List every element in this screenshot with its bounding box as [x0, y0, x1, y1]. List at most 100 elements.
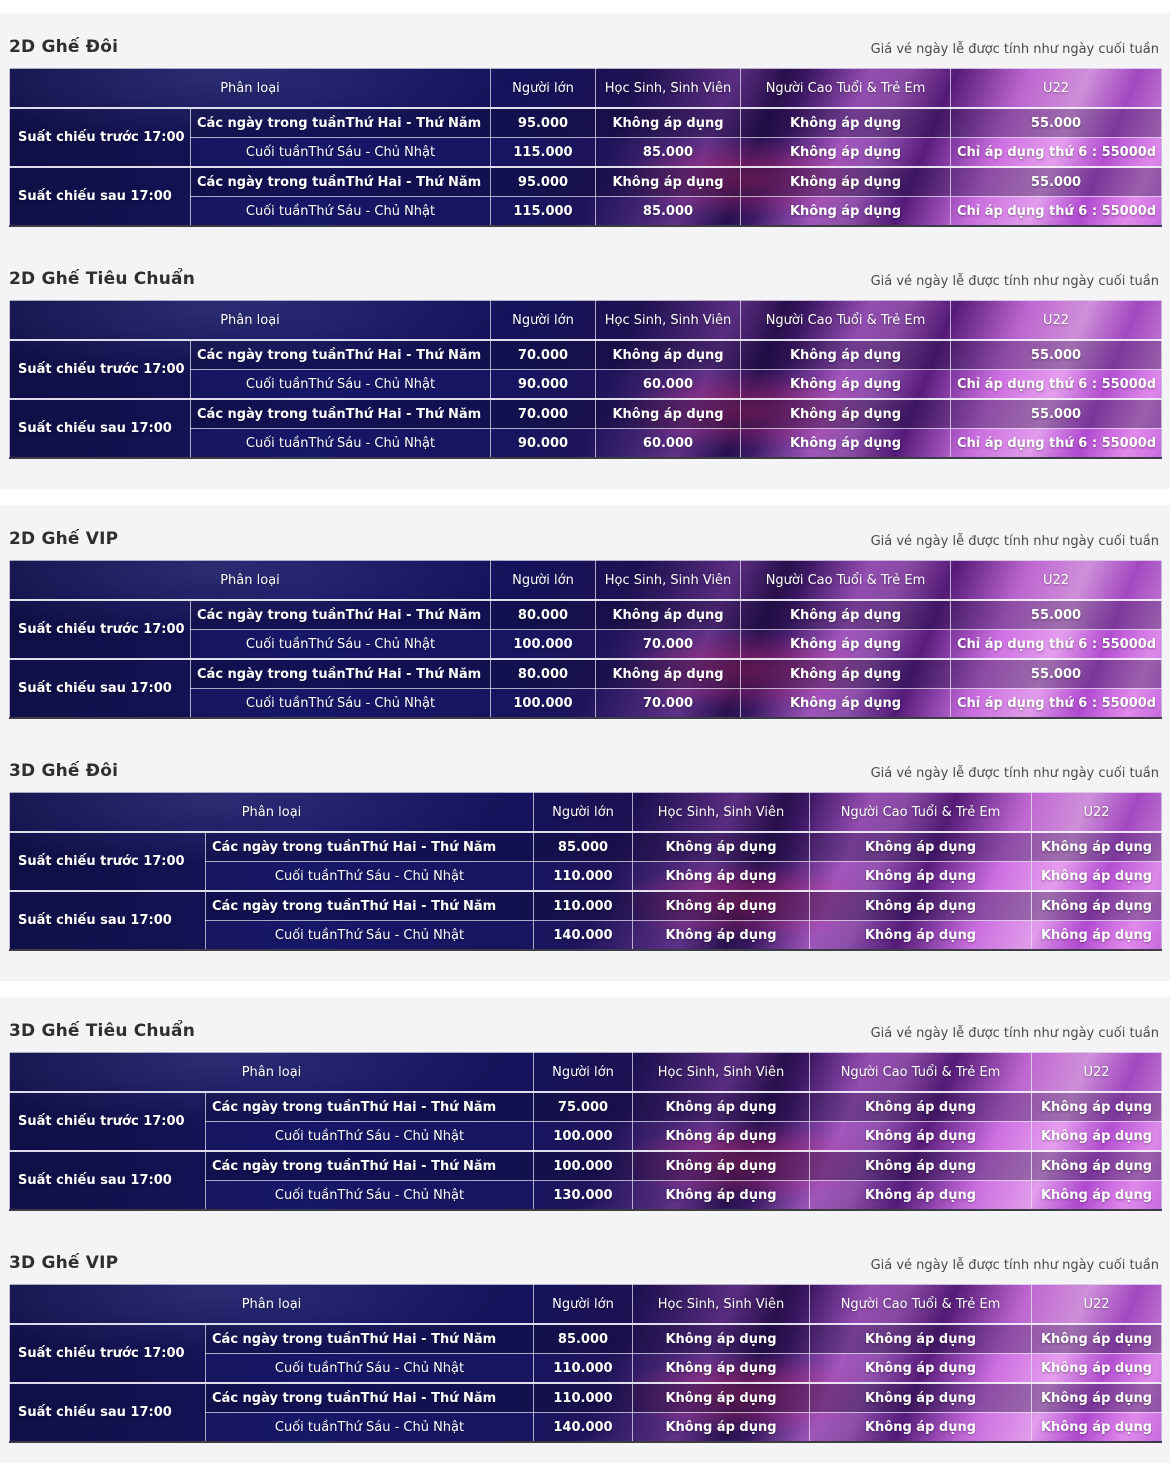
holiday-note: Giá vé ngày lễ được tính như ngày cuối t… [870, 42, 1159, 57]
price-cell: Không áp dụng [1031, 1150, 1162, 1181]
price-cell: Chỉ áp dụng thứ 6 : 55000d [950, 196, 1162, 227]
col-header-u22: U22 [950, 560, 1162, 601]
day-type-label: Các ngày trong tuầnThứ Hai - Thứ Năm [205, 1323, 534, 1354]
col-header-u22: U22 [1031, 1284, 1162, 1325]
col-header-adult: Người lớn [533, 1284, 633, 1325]
col-header-category: Phân loại [9, 792, 534, 833]
price-cell: 85.000 [533, 1323, 633, 1354]
price-cell: 75.000 [533, 1091, 633, 1122]
section-title: 3D Ghế Tiêu Chuẩn [9, 1021, 195, 1041]
price-cell: 130.000 [533, 1180, 633, 1211]
col-header-adult: Người lớn [533, 792, 633, 833]
price-cell: Không áp dụng [809, 1121, 1032, 1152]
holiday-note: Giá vé ngày lễ được tính như ngày cuối t… [870, 274, 1159, 289]
price-cell: Không áp dụng [632, 890, 810, 921]
day-type-label: Các ngày trong tuầnThứ Hai - Thứ Năm [190, 398, 491, 429]
day-type-label: Cuối tuầnThứ Sáu - Chủ Nhật [190, 629, 491, 660]
price-cell: Không áp dụng [809, 890, 1032, 921]
price-cell: 100.000 [533, 1150, 633, 1181]
price-row: Cuối tuầnThứ Sáu - Chủ Nhật 90.000 60.000 K… [10, 428, 1162, 459]
price-cell: Không áp dụng [809, 1180, 1032, 1211]
day-type-label: Cuối tuầnThứ Sáu - Chủ Nhật [205, 1121, 534, 1152]
price-cell: Không áp dụng [740, 166, 951, 197]
price-row: Cuối tuầnThứ Sáu - Chủ Nhật 115.000 85.000… [10, 137, 1162, 168]
price-row: Cuối tuầnThứ Sáu - Chủ Nhật 115.000 85.000… [10, 196, 1162, 227]
price-row: Cuối tuầnThứ Sáu - Chủ Nhật 100.000 70.000… [10, 688, 1162, 719]
price-cell: Không áp dụng [809, 1150, 1032, 1181]
price-table: Phân loại Người lớn Học Sinh, Sinh Viên … [9, 1284, 1162, 1443]
price-cell: Không áp dụng [632, 831, 810, 862]
col-header-category: Phân loại [9, 1052, 534, 1093]
price-cell: 55.000 [950, 398, 1162, 429]
price-cell: Chỉ áp dụng thứ 6 : 55000d [950, 369, 1162, 400]
col-header-student: Học Sinh, Sinh Viên [595, 68, 741, 109]
day-type-label: Cuối tuầnThứ Sáu - Chủ Nhật [205, 1180, 534, 1211]
price-cell: Không áp dụng [632, 920, 810, 951]
day-type-label: Các ngày trong tuầnThứ Hai - Thứ Năm [205, 831, 534, 862]
price-cell: Không áp dụng [632, 1150, 810, 1181]
price-cell: Không áp dụng [1031, 1091, 1162, 1122]
price-cell: Không áp dụng [740, 428, 951, 459]
price-section-3d-ghe-tieu-chuan: 3D Ghế Tiêu Chuẩn Giá vé ngày lễ được tí… [9, 1021, 1162, 1211]
col-header-u22: U22 [950, 68, 1162, 109]
table-header-row: Phân loại Người lớn Học Sinh, Sinh Viên … [9, 560, 1162, 601]
day-type-label: Cuối tuầnThứ Sáu - Chủ Nhật [205, 1353, 534, 1384]
price-cell: Không áp dụng [809, 1353, 1032, 1384]
col-header-adult: Người lớn [490, 560, 596, 601]
price-cell: 90.000 [490, 428, 596, 459]
col-header-senior-child: Người Cao Tuổi & Trẻ Em [809, 792, 1032, 833]
showtime-group-label: Suất chiếu sau 17:00 [9, 398, 191, 459]
col-header-senior-child: Người Cao Tuổi & Trẻ Em [740, 68, 951, 109]
price-cell: Không áp dụng [632, 1412, 810, 1443]
price-cell: Chỉ áp dụng thứ 6 : 55000d [950, 428, 1162, 459]
section-title: 3D Ghế VIP [9, 1253, 119, 1273]
price-cell: 110.000 [533, 861, 633, 892]
showtime-group-label: Suất chiếu sau 17:00 [9, 166, 191, 227]
price-cell: 80.000 [490, 599, 596, 630]
price-cell: 85.000 [533, 831, 633, 862]
showtime-group-label: Suất chiếu sau 17:00 [9, 890, 206, 951]
col-header-senior-child: Người Cao Tuổi & Trẻ Em [740, 300, 951, 341]
day-type-label: Cuối tuầnThứ Sáu - Chủ Nhật [205, 861, 534, 892]
price-row: Cuối tuầnThứ Sáu - Chủ Nhật 100.000 Không … [10, 1121, 1162, 1152]
price-cell: 60.000 [595, 369, 741, 400]
section-head: 2D Ghế VIP Giá vé ngày lễ được tính như … [9, 529, 1161, 549]
day-type-label: Các ngày trong tuầnThứ Hai - Thứ Năm [190, 166, 491, 197]
section-head: 3D Ghế Đôi Giá vé ngày lễ được tính như … [9, 761, 1161, 781]
col-header-senior-child: Người Cao Tuổi & Trẻ Em [809, 1052, 1032, 1093]
price-row: Suất chiếu sau 17:00 Các ngày trong tuầnT… [9, 1382, 1162, 1443]
price-row: Suất chiếu trước 17:00 Các ngày trong tuầ… [9, 1323, 1162, 1384]
price-section-3d-ghe-vip: 3D Ghế VIP Giá vé ngày lễ được tính như … [9, 1253, 1162, 1443]
col-header-u22: U22 [1031, 792, 1162, 833]
showtime-group-label: Suất chiếu trước 17:00 [9, 831, 206, 892]
table-header-row: Phân loại Người lớn Học Sinh, Sinh Viên … [9, 68, 1162, 109]
price-cell: Không áp dụng [1031, 1121, 1162, 1152]
price-cell: Không áp dụng [809, 1382, 1032, 1413]
price-cell: 140.000 [533, 920, 633, 951]
price-cell: Không áp dụng [632, 1353, 810, 1384]
price-cell: Không áp dụng [632, 1180, 810, 1211]
price-section-2d-ghe-vip: 2D Ghế VIP Giá vé ngày lễ được tính như … [9, 529, 1162, 719]
pricing-block-2: 2D Ghế VIP Giá vé ngày lễ được tính như … [0, 505, 1170, 981]
price-row: Suất chiếu trước 17:00 Các ngày trong tuầ… [9, 107, 1162, 168]
price-cell: Không áp dụng [595, 599, 741, 630]
day-type-label: Các ngày trong tuầnThứ Hai - Thứ Năm [190, 339, 491, 370]
col-header-adult: Người lớn [533, 1052, 633, 1093]
price-cell: Không áp dụng [740, 658, 951, 689]
pricing-block-3: 3D Ghế Tiêu Chuẩn Giá vé ngày lễ được tí… [0, 997, 1170, 1463]
price-cell: 110.000 [533, 1382, 633, 1413]
day-type-label: Cuối tuầnThứ Sáu - Chủ Nhật [190, 137, 491, 168]
section-title: 2D Ghế Tiêu Chuẩn [9, 269, 195, 289]
price-cell: 115.000 [490, 137, 596, 168]
price-cell: Không áp dụng [740, 107, 951, 138]
price-row: Suất chiếu sau 17:00 Các ngày trong tuầnT… [9, 398, 1162, 459]
showtime-group-label: Suất chiếu trước 17:00 [9, 339, 191, 400]
price-cell: Không áp dụng [809, 920, 1032, 951]
price-row: Suất chiếu sau 17:00 Các ngày trong tuầnT… [9, 166, 1162, 227]
section-title: 2D Ghế Đôi [9, 37, 119, 57]
price-cell: 70.000 [595, 629, 741, 660]
price-cell: 100.000 [490, 629, 596, 660]
section-head: 3D Ghế Tiêu Chuẩn Giá vé ngày lễ được tí… [9, 1021, 1161, 1041]
price-section-2d-ghe-tieu-chuan: 2D Ghế Tiêu Chuẩn Giá vé ngày lễ được tí… [9, 269, 1162, 459]
price-cell: Không áp dụng [740, 599, 951, 630]
